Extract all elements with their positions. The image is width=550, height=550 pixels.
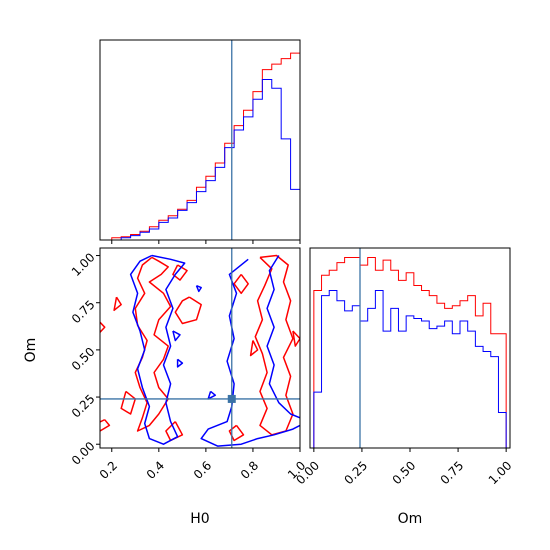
contour-blue	[195, 285, 202, 293]
contour-red	[249, 340, 259, 357]
y-tick-label: 0.25	[69, 392, 98, 421]
hist-blue-series	[313, 290, 507, 448]
contour-red	[134, 256, 172, 432]
y-tick-label: 0.00	[69, 439, 98, 468]
panel-H0-marginal	[100, 52, 300, 240]
x-tick-label: 1.00	[486, 458, 515, 487]
x-tick-label: 0.50	[390, 458, 419, 487]
y-axis-label-om: Om	[23, 338, 39, 363]
contour-red	[292, 330, 300, 347]
contour-red	[233, 273, 249, 295]
y-tick-label: 0.75	[69, 297, 98, 326]
contour-blue	[207, 390, 217, 400]
contour-blue	[176, 358, 184, 368]
truth-marker	[227, 394, 236, 403]
y-tick-label: 1.00	[69, 250, 98, 279]
contour-red	[174, 296, 202, 325]
contour-red	[165, 421, 184, 442]
panel-H0-Om-joint	[100, 254, 300, 447]
x-tick-label: 0.75	[438, 458, 467, 487]
x-tick-label: 0.2	[97, 458, 120, 481]
contour-red	[254, 254, 294, 436]
contour-red	[120, 390, 137, 415]
axes-frame-jt	[99, 247, 301, 449]
contour-red	[113, 296, 122, 312]
panel-Om-marginal	[313, 257, 507, 448]
y-tick-label: 0.50	[69, 345, 98, 374]
x-axis-label-om: Om	[398, 511, 423, 527]
contour-blue	[172, 330, 181, 342]
contour-red	[100, 419, 111, 432]
axes-frame-om	[309, 247, 511, 449]
contour-red	[100, 321, 106, 334]
hist-blue-series	[100, 78, 300, 240]
x-tick-label: 0.4	[144, 458, 167, 481]
contour-blue	[266, 255, 300, 419]
x-tick-label: 0.8	[238, 458, 261, 481]
x-tick-label: 0.6	[191, 458, 214, 481]
hist-red-series	[313, 257, 507, 448]
contour-red	[172, 264, 188, 281]
x-tick-label: 0.25	[341, 458, 370, 487]
contour-blue	[129, 254, 186, 445]
hist-red-series	[100, 52, 300, 240]
axes-frame-h0	[99, 39, 301, 241]
x-axis-label-h0: H0	[190, 511, 209, 527]
